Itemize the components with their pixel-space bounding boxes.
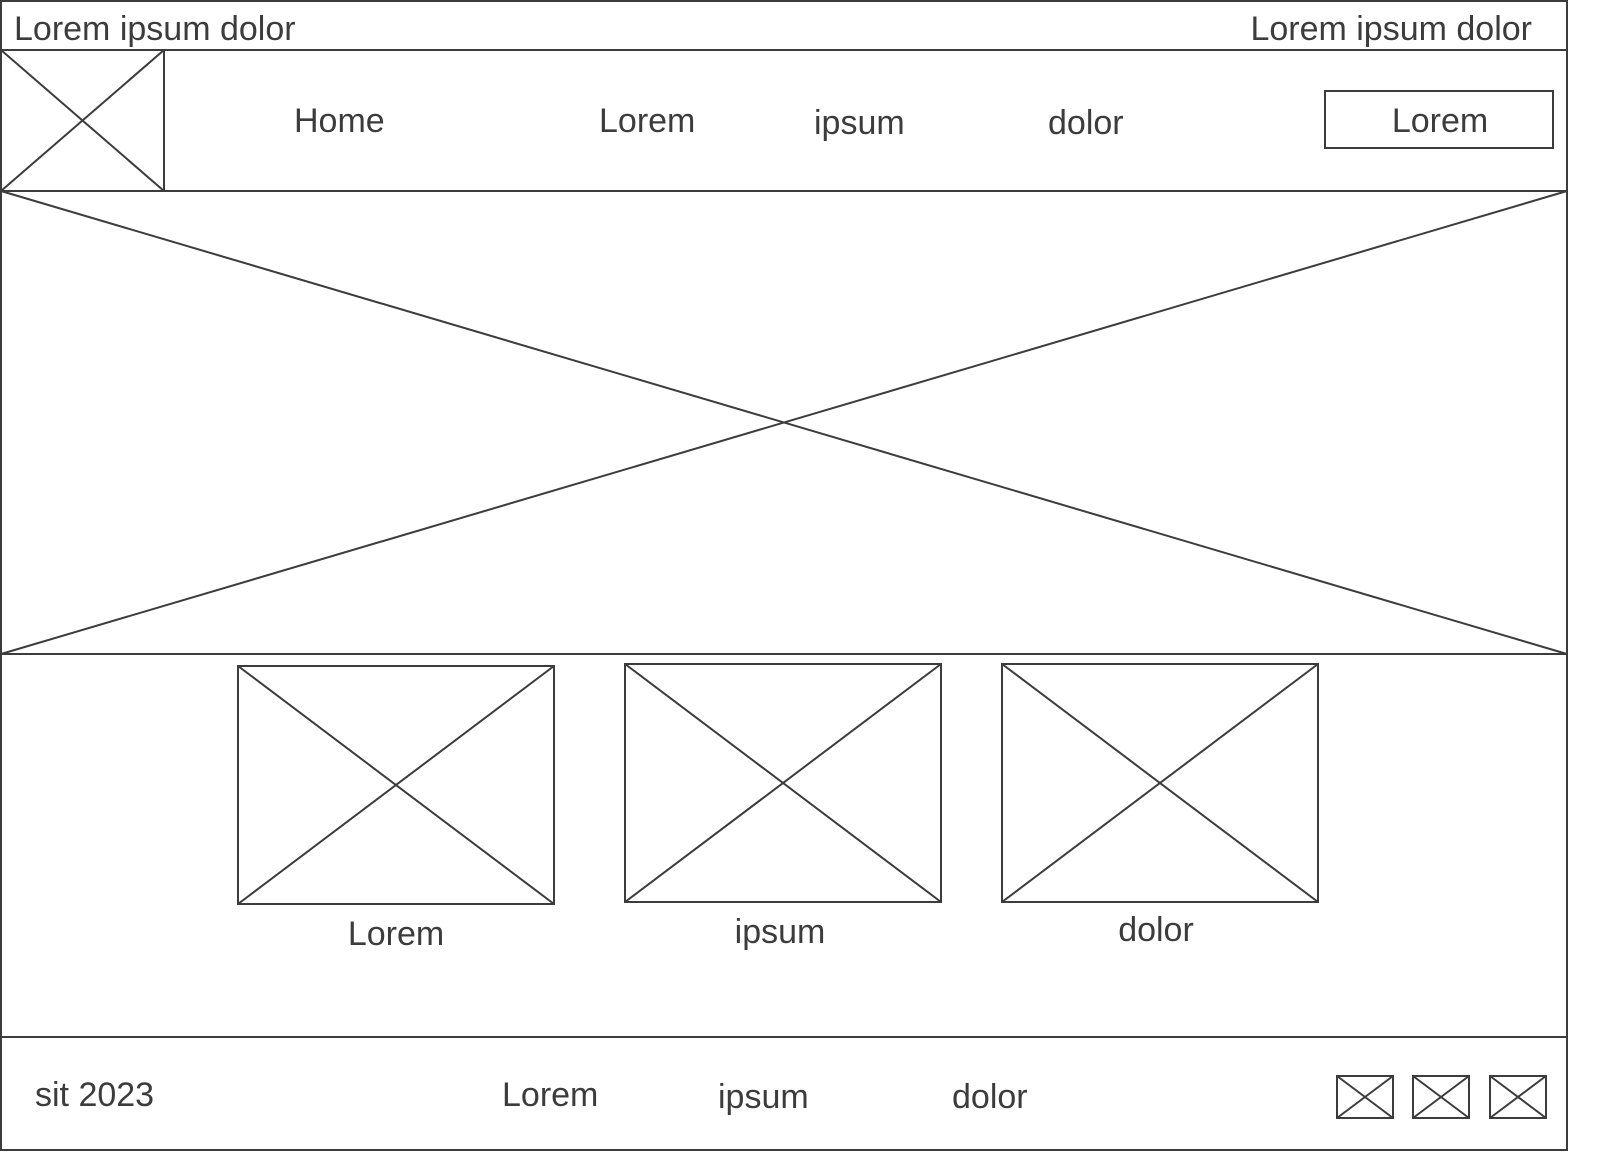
topbar-left-text: Lorem ipsum dolor — [14, 10, 296, 48]
card-image-icon[interactable] — [237, 665, 555, 905]
nav-link-dolor[interactable]: dolor — [1048, 104, 1124, 142]
card-label: ipsum — [734, 913, 826, 951]
nav-link-lorem[interactable]: Lorem — [599, 102, 696, 140]
card-label: Lorem — [347, 915, 445, 953]
footer-copyright: sit 2023 — [35, 1076, 155, 1114]
nav-link-ipsum[interactable]: ipsum — [814, 104, 905, 142]
social-icon[interactable] — [1489, 1075, 1547, 1119]
nav-button[interactable]: Lorem — [1326, 92, 1554, 149]
wireframe-lines — [0, 0, 1568, 1151]
hero-image-icon — [0, 190, 1568, 655]
logo-image-icon[interactable] — [0, 49, 165, 192]
card-label: dolor — [1118, 911, 1194, 949]
footer-link-dolor[interactable]: dolor — [952, 1078, 1028, 1116]
card-image-icon[interactable] — [624, 663, 942, 903]
page-frame: Lorem ipsum dolor Lorem ipsum dolor Home… — [0, 0, 1568, 1151]
hero-banner — [2, 192, 1566, 653]
topbar-right-text: Lorem ipsum dolor — [1250, 10, 1532, 48]
footer-link-ipsum[interactable]: ipsum — [718, 1078, 809, 1116]
nav-button-border — [1324, 90, 1554, 149]
footer-link-lorem[interactable]: Lorem — [502, 1076, 599, 1114]
nav-button-label: Lorem — [1391, 101, 1489, 140]
social-icon[interactable] — [1412, 1075, 1470, 1119]
page-border — [0, 0, 1568, 1151]
nav-link-home[interactable]: Home — [294, 102, 385, 140]
card-image-icon[interactable] — [1001, 663, 1319, 903]
social-icon[interactable] — [1336, 1075, 1394, 1119]
